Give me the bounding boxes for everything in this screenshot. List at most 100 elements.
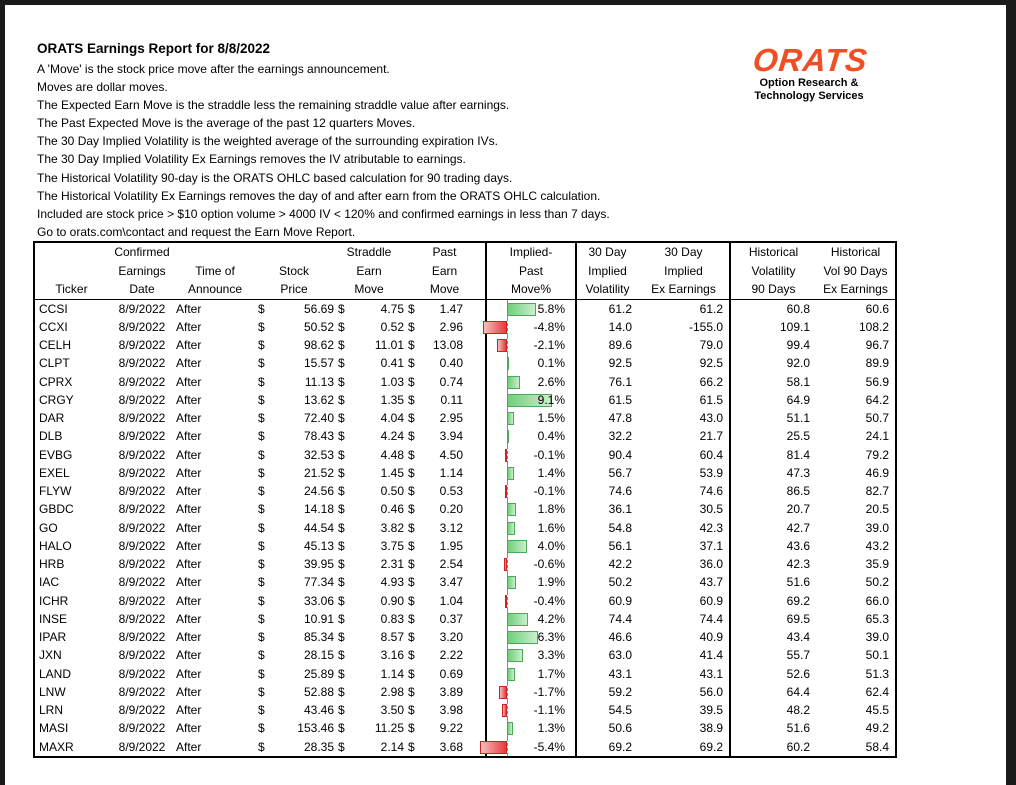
iv30-cell: 61.2 bbox=[608, 301, 632, 316]
past-cell: 0.40 bbox=[426, 354, 487, 373]
straddle-currency: $ bbox=[338, 630, 345, 644]
iv30-cell: 74.6 bbox=[608, 484, 632, 498]
implied-bar bbox=[507, 375, 520, 389]
date-cell: 8/9/2022 bbox=[118, 703, 166, 717]
iv30-cell: 32.2 bbox=[608, 429, 632, 444]
price-currency: $ bbox=[258, 301, 265, 316]
past-cell: 3.94 bbox=[426, 427, 487, 446]
time-cell: After bbox=[176, 575, 202, 590]
time-cell: After bbox=[176, 721, 202, 736]
implied-value: 0.4% bbox=[537, 429, 565, 444]
price-currency: $ bbox=[258, 465, 265, 480]
ticker-cell: FLYW bbox=[33, 482, 108, 501]
past-cell: 2.22 bbox=[426, 646, 487, 665]
date-cell: 8/9/2022 bbox=[118, 338, 166, 352]
straddle-cell: 4.04 bbox=[380, 411, 404, 425]
implied-bar bbox=[507, 357, 509, 371]
price-cell: 11.13 bbox=[304, 374, 334, 389]
header-time-2: Announce bbox=[176, 280, 254, 300]
table-row: IAC 8/9/2022 After $77.34 $4.93 $3.47 1.9% 50.2… bbox=[33, 573, 897, 592]
past-cell: 2.96 bbox=[426, 317, 487, 336]
price-cell: 21.52 bbox=[303, 465, 334, 480]
past-currency: $ bbox=[408, 538, 415, 553]
iv30-cell: 59.2 bbox=[608, 684, 632, 699]
header-date-1: Earnings bbox=[118, 263, 166, 278]
past-currency: $ bbox=[408, 411, 415, 425]
implied-bar bbox=[507, 667, 516, 681]
price-cell: 50.52 bbox=[303, 319, 334, 334]
implied-cell: 0.1% bbox=[486, 354, 577, 373]
implied-value: -0.1% bbox=[533, 447, 565, 462]
straddle-currency: $ bbox=[338, 392, 345, 407]
bar-axis bbox=[507, 445, 508, 464]
past-cell: 3.47 bbox=[426, 573, 487, 592]
bar-axis bbox=[507, 701, 508, 720]
iv30ex-cell: 61.2 bbox=[638, 299, 731, 318]
past-currency: $ bbox=[408, 429, 415, 444]
date-cell: 8/9/2022 bbox=[118, 684, 166, 699]
implied-bar bbox=[507, 612, 528, 626]
time-cell: After bbox=[176, 502, 202, 517]
implied-cell: -5.4% bbox=[480, 737, 577, 758]
past-cell: 2.54 bbox=[426, 555, 487, 574]
iv30-cell: 76.1 bbox=[608, 374, 632, 389]
header-hv90-0: Historical bbox=[730, 241, 816, 262]
price-currency: $ bbox=[258, 593, 265, 608]
ticker-cell: CCXI bbox=[33, 317, 108, 336]
implied-cell: 1.9% bbox=[486, 573, 577, 592]
price-cell: 44.54 bbox=[303, 520, 334, 535]
hv90ex-cell: 39.0 bbox=[816, 518, 897, 537]
iv30-cell: 69.2 bbox=[576, 737, 638, 758]
implied-cell: -1.7% bbox=[486, 682, 577, 701]
price-cell: 13.62 bbox=[303, 392, 334, 407]
time-cell: After bbox=[176, 484, 202, 498]
iv30ex-cell: 53.9 bbox=[638, 463, 731, 482]
straddle-currency: $ bbox=[334, 737, 356, 758]
iv30ex-cell: 30.5 bbox=[638, 500, 731, 519]
iv30-cell: 36.1 bbox=[608, 502, 632, 517]
ticker-cell: CPRX bbox=[33, 372, 108, 391]
ticker-cell: IPAR bbox=[33, 628, 108, 647]
implied-bar bbox=[483, 320, 507, 334]
hv90ex-cell: 39.0 bbox=[816, 628, 897, 647]
past-currency: $ bbox=[408, 630, 415, 644]
past-currency: $ bbox=[408, 465, 415, 480]
price-cell: 10.91 bbox=[303, 611, 334, 626]
hv90ex-cell: 43.2 bbox=[816, 536, 897, 555]
implied-cell: 6.3% bbox=[486, 628, 577, 647]
implied-value: -2.1% bbox=[533, 338, 565, 352]
header-ticker-0 bbox=[33, 241, 108, 262]
straddle-cell: 11.01 bbox=[374, 338, 404, 352]
table-row: EVBG 8/9/2022 After $32.53 $4.48 $4.50 -0.1% 90… bbox=[33, 445, 897, 464]
iv30-cell: 46.6 bbox=[608, 630, 632, 644]
time-cell: After bbox=[176, 593, 202, 608]
implied-bar bbox=[505, 485, 507, 498]
table-row: CLPT 8/9/2022 After $15.57 $0.41 $0.40 0.1% 92.… bbox=[33, 354, 897, 373]
straddle-currency: $ bbox=[338, 611, 345, 626]
header-iv30-2: Volatility bbox=[576, 280, 638, 300]
past-cell: 3.98 bbox=[426, 701, 487, 720]
hv90ex-cell: 60.6 bbox=[816, 299, 897, 318]
hv90ex-cell: 35.9 bbox=[816, 555, 897, 574]
price-currency: $ bbox=[258, 484, 265, 498]
past-currency: $ bbox=[408, 301, 415, 316]
straddle-currency: $ bbox=[338, 374, 345, 389]
straddle-currency: $ bbox=[338, 593, 345, 608]
time-cell: After bbox=[176, 356, 202, 371]
price-currency: $ bbox=[258, 684, 265, 699]
past-currency: $ bbox=[408, 392, 415, 407]
header-ticker-1 bbox=[33, 261, 108, 280]
header-straddle-1: Earn bbox=[356, 263, 382, 278]
table-row: INSE 8/9/2022 After $10.91 $0.83 $0.37 4.2% 74.… bbox=[33, 609, 897, 628]
table-row: GBDC 8/9/2022 After $14.18 $0.46 $0.20 1.8% 36.… bbox=[33, 500, 897, 519]
iv30-cell: 92.5 bbox=[608, 356, 632, 371]
past-currency: $ bbox=[408, 575, 415, 590]
straddle-cell: 3.50 bbox=[380, 703, 404, 717]
straddle-cell: 8.57 bbox=[380, 630, 404, 644]
time-cell: After bbox=[176, 429, 202, 444]
header-iv30-0: 30 Day bbox=[576, 241, 638, 262]
table-row: GO 8/9/2022 After $44.54 $3.82 $3.12 1.6% 54.8 4… bbox=[33, 518, 897, 537]
hv90ex-cell: 46.9 bbox=[816, 463, 897, 482]
price-currency: $ bbox=[258, 319, 265, 334]
past-cell: 1.04 bbox=[426, 591, 487, 610]
